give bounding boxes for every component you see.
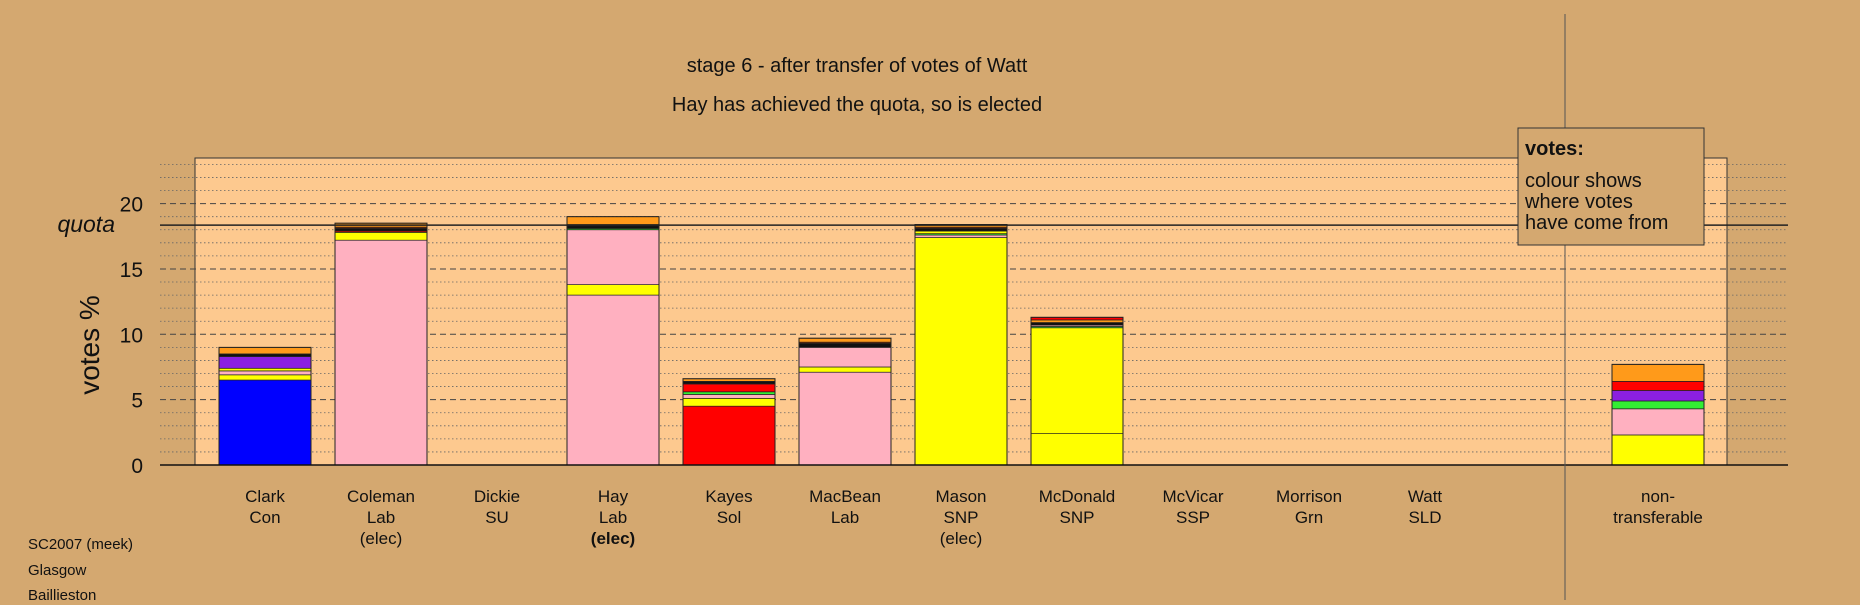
x-tick-label-name: Kayes	[705, 487, 752, 506]
y-tick-label: 10	[120, 324, 143, 347]
labels-layer: 0 5 10 15 20 Clark Con Coleman Lab (elec) Dickie SU…	[120, 194, 1703, 548]
quota-label: quota	[57, 211, 115, 237]
footer-line-1: SC2007 (meek)	[28, 536, 133, 553]
bar-segment-snp	[218, 367, 312, 372]
bar-segment-sld	[798, 337, 892, 343]
x-tick-label-status: (elec)	[940, 529, 983, 548]
x-tick-label-name: Watt	[1408, 487, 1443, 506]
x-tick-label-party: Grn	[1295, 508, 1323, 527]
x-tick-label-party: SNP	[1060, 508, 1095, 527]
x-tick-label-name: McVicar	[1162, 487, 1223, 506]
bar-segment-sol	[682, 383, 776, 393]
chart-title: stage 6 - after transfer of votes of Wat…	[687, 55, 1028, 77]
bar-segment-misc_dark	[334, 228, 428, 232]
bar-segment-sld	[218, 347, 312, 355]
x-tick-label-party: SNP	[944, 508, 979, 527]
x-tick-label-party: Lab	[367, 508, 395, 527]
x-tick-label-name: Clark	[245, 487, 285, 506]
x-tick-label-party: SLD	[1408, 508, 1441, 527]
x-tick-label-status: (elec)	[591, 529, 635, 548]
bar-segment-snp	[914, 237, 1008, 466]
legend-box: votes: colour shows where votes have com…	[1517, 127, 1705, 246]
legend-line-2: where votes	[1524, 191, 1633, 213]
x-tick-label-status: (elec)	[360, 529, 403, 548]
x-tick-label-party: Con	[249, 508, 280, 527]
bar-segment-misc_dark	[914, 228, 1008, 232]
bar-segment-snp	[566, 284, 660, 296]
bar-segment-lab	[566, 294, 660, 466]
y-tick-label: 5	[131, 390, 143, 413]
y-tick-label: 20	[120, 194, 143, 217]
bar-segment-misc_dark	[566, 225, 660, 229]
y-tick-label: 15	[120, 259, 143, 282]
y-axis-label: votes %	[74, 295, 105, 395]
x-tick-label-name: MacBean	[809, 487, 881, 506]
bars-layer	[218, 216, 1705, 466]
bar-segment-snp	[1030, 433, 1124, 466]
x-tick-label-party: Lab	[831, 508, 859, 527]
bar-mcdonald	[1030, 316, 1124, 466]
bar-macbean	[798, 337, 892, 466]
bar-non	[1611, 363, 1705, 466]
x-tick-label-name: Mason	[935, 487, 986, 506]
axes-layer	[160, 14, 1788, 600]
y-tick-label: 0	[131, 455, 143, 478]
bar-segment-lab	[798, 371, 892, 466]
bar-coleman	[334, 222, 428, 466]
x-tick-label-name: McDonald	[1039, 487, 1116, 506]
x-tick-label-party: Sol	[717, 508, 742, 527]
bar-segment-misc_dark	[682, 381, 776, 385]
x-tick-label-party: SSP	[1176, 508, 1210, 527]
x-tick-label-party: transferable	[1613, 508, 1703, 527]
bar-segment-lab	[914, 234, 1008, 238]
x-tick-label-party: SU	[485, 508, 509, 527]
bar-segment-lab	[798, 347, 892, 368]
bar-segment-grn	[682, 391, 776, 395]
bar-segment-misc_dark	[798, 343, 892, 348]
bar-segment-lab	[218, 370, 312, 376]
bar-segment-lab	[1611, 408, 1705, 436]
bar-segment-sld	[566, 216, 660, 225]
bar-segment-snp	[798, 366, 892, 373]
bar-segment-con	[218, 379, 312, 466]
bar-segment-ssp	[218, 356, 312, 369]
bar-segment-snp	[682, 397, 776, 407]
legend-line-1: colour shows	[1525, 170, 1642, 192]
x-tick-label-name: Coleman	[347, 487, 415, 506]
bar-clark	[218, 346, 312, 466]
bar-segment-misc_dark	[1030, 322, 1124, 326]
bar-segment-sol	[1611, 381, 1705, 391]
chart-subtitle: Hay has achieved the quota, so is electe…	[672, 94, 1042, 116]
bar-segment-snp	[1030, 327, 1124, 434]
footer-line-3: Baillieston	[28, 587, 96, 600]
bar-segment-lab	[566, 229, 660, 285]
legend-line-3: have come from	[1525, 212, 1668, 234]
bar-segment-ssp	[1611, 390, 1705, 402]
bar-kayes	[682, 378, 776, 466]
bar-segment-snp	[218, 374, 312, 381]
bar-hay	[566, 216, 660, 466]
legend-title: votes:	[1525, 138, 1584, 160]
bar-segment-sol	[682, 405, 776, 466]
x-tick-label-name: Hay	[598, 487, 629, 506]
x-tick-label-name: non-	[1641, 487, 1675, 506]
x-tick-label-party: Lab	[599, 508, 627, 527]
bar-segment-sld	[1030, 319, 1124, 323]
bar-segment-lab	[334, 239, 428, 466]
bar-segment-misc_dark	[218, 353, 312, 357]
bar-mason	[914, 224, 1008, 466]
bar-segment-snp	[914, 230, 1008, 235]
footer-line-2: Glasgow	[28, 562, 87, 579]
x-tick-label-name: Morrison	[1276, 487, 1342, 506]
x-tick-label-name: Dickie	[474, 487, 520, 506]
bar-segment-grn	[1611, 400, 1705, 410]
bar-segment-lab	[682, 394, 776, 399]
bar-segment-snp	[1611, 434, 1705, 466]
bar-segment-snp	[334, 232, 428, 241]
bar-segment-sld	[1611, 364, 1705, 382]
